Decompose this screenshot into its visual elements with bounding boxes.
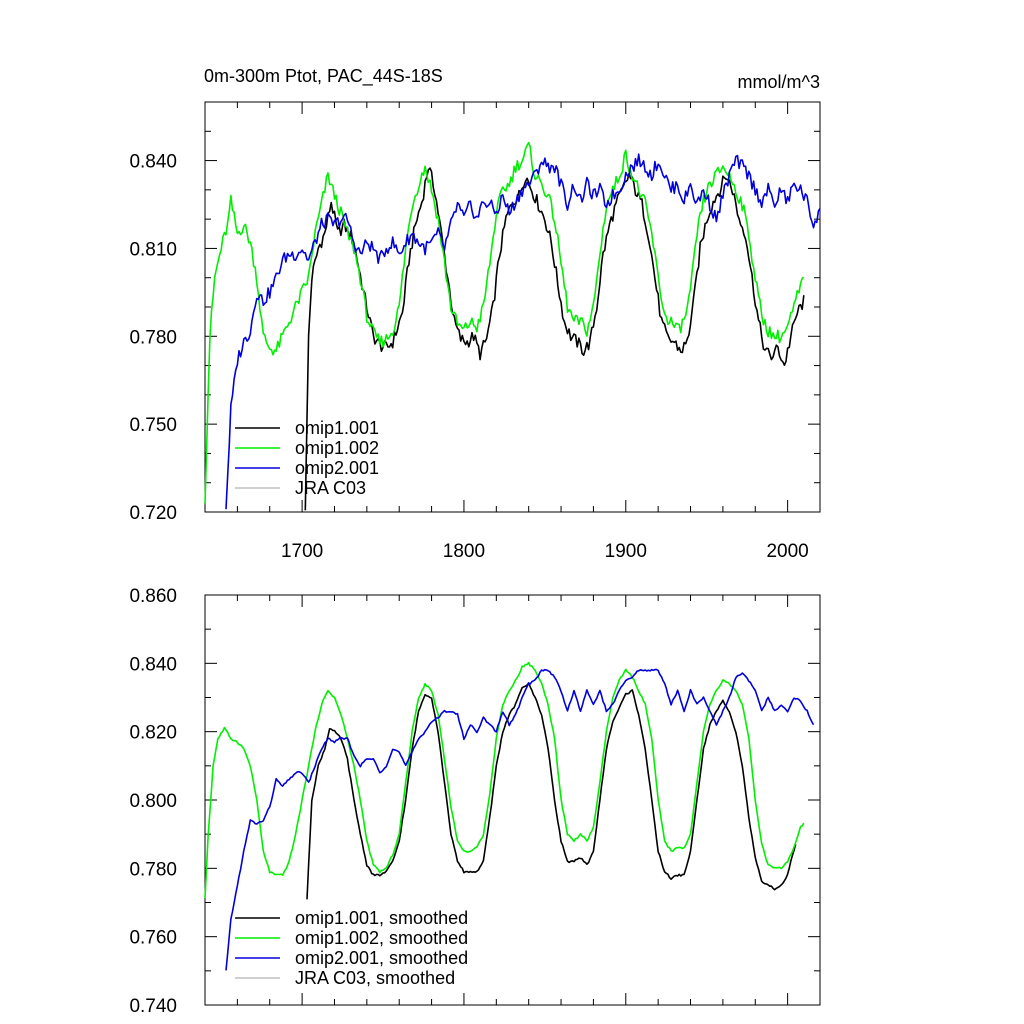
- x-tick-label: 1700: [281, 541, 323, 562]
- y-tick-label: 0.750: [129, 415, 177, 436]
- y-tick-label: 0.810: [129, 239, 177, 260]
- bottom-panel: 0.740 0.760 0.780 0.800 0.820 0.840 0.860 omip…: [129, 586, 821, 1017]
- y-tick-label: 0.800: [129, 791, 177, 812]
- y-tick-label: 0.840: [129, 152, 177, 173]
- x-tick-label: 2000: [766, 541, 808, 562]
- legend-label: omip2.001: [295, 458, 379, 478]
- y-tick-label: 0.840: [129, 654, 177, 675]
- series-line-3: [225, 153, 821, 510]
- y-tick-label: 0.760: [129, 928, 177, 949]
- y-tick-label: 0.720: [129, 503, 177, 524]
- y-tick-label: 0.780: [129, 859, 177, 880]
- legend-label: JRA C03, smoothed: [295, 968, 455, 988]
- legend-label: omip1.001: [295, 418, 379, 438]
- x-tick-label: 1900: [605, 541, 647, 562]
- y-tick-label: 0.820: [129, 723, 177, 744]
- x-tick-label: 1800: [443, 541, 485, 562]
- legend-label: JRA C03: [295, 478, 366, 498]
- y-tick-label: 0.860: [129, 586, 177, 607]
- series-line-2: [204, 141, 805, 504]
- top-panel-title: 0m-300m Ptot, PAC_44S-18S: [204, 66, 443, 87]
- series-line-3: [225, 668, 815, 971]
- y-tick-label: 0.780: [129, 327, 177, 348]
- y-tick-label: 0.740: [129, 996, 177, 1017]
- series-line-1: [304, 167, 805, 511]
- legend-label: omip1.001, smoothed: [295, 908, 468, 928]
- top-panel-units: mmol/m^3: [738, 72, 820, 92]
- legend-label: omip2.001, smoothed: [295, 948, 468, 968]
- series-line-1: [306, 682, 797, 900]
- series-line-2: [204, 661, 805, 899]
- legend-label: omip1.002, smoothed: [295, 928, 468, 948]
- top-panel: 0m-300m Ptot, PAC_44S-18S mmol/m^3 0.720…: [129, 66, 821, 562]
- legend-label: omip1.002: [295, 438, 379, 458]
